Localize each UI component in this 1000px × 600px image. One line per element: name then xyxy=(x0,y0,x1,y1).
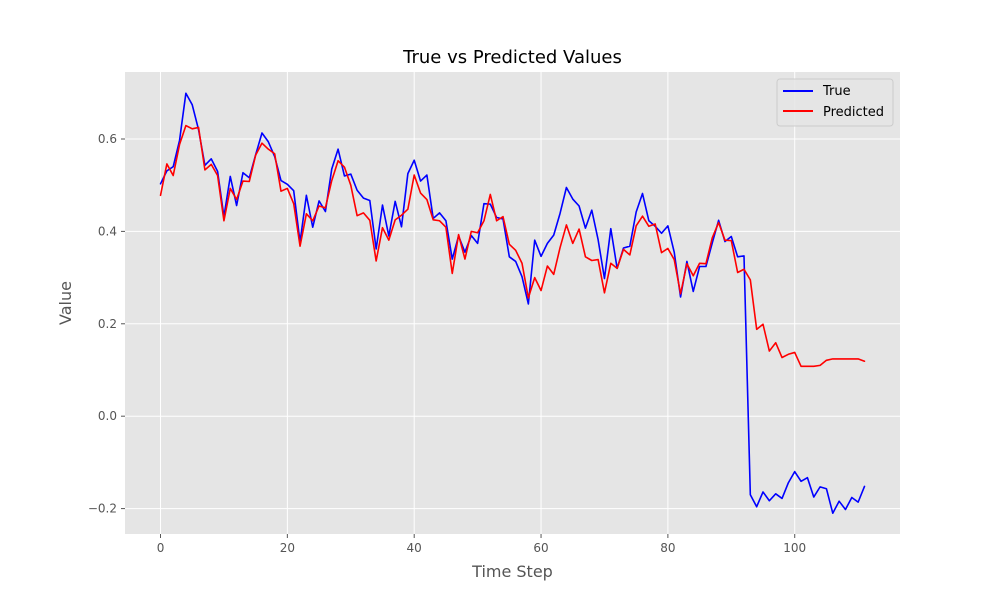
x-tick-label: 60 xyxy=(533,541,548,555)
legend-label-predicted: Predicted xyxy=(823,105,884,120)
y-tick-label: −0.2 xyxy=(88,502,117,516)
series-lines xyxy=(159,92,866,515)
y-axis-ticks: −0.2 0.0 0.2 0.4 0.6 xyxy=(88,132,125,516)
plot-area xyxy=(125,72,900,534)
x-tick-label: 20 xyxy=(280,541,295,555)
y-axis-label: Value xyxy=(56,281,75,325)
x-tick-label: 40 xyxy=(407,541,422,555)
x-axis-label: Time Step xyxy=(471,562,553,581)
y-tick-label: 0.0 xyxy=(98,409,117,423)
x-tick-label: 0 xyxy=(157,541,165,555)
y-tick-label: 0.2 xyxy=(98,317,117,331)
legend: True Predicted xyxy=(776,78,894,127)
chart-title: True vs Predicted Values xyxy=(402,47,622,68)
legend-label-true: True xyxy=(822,84,851,99)
y-tick-label: 0.4 xyxy=(98,224,117,238)
series-line-predicted xyxy=(159,124,866,368)
grid-lines xyxy=(125,72,900,534)
x-axis-ticks: 0 20 40 60 80 100 xyxy=(157,534,806,555)
x-tick-label: 80 xyxy=(660,541,675,555)
y-tick-label: 0.6 xyxy=(98,132,117,146)
x-tick-label: 100 xyxy=(783,541,806,555)
